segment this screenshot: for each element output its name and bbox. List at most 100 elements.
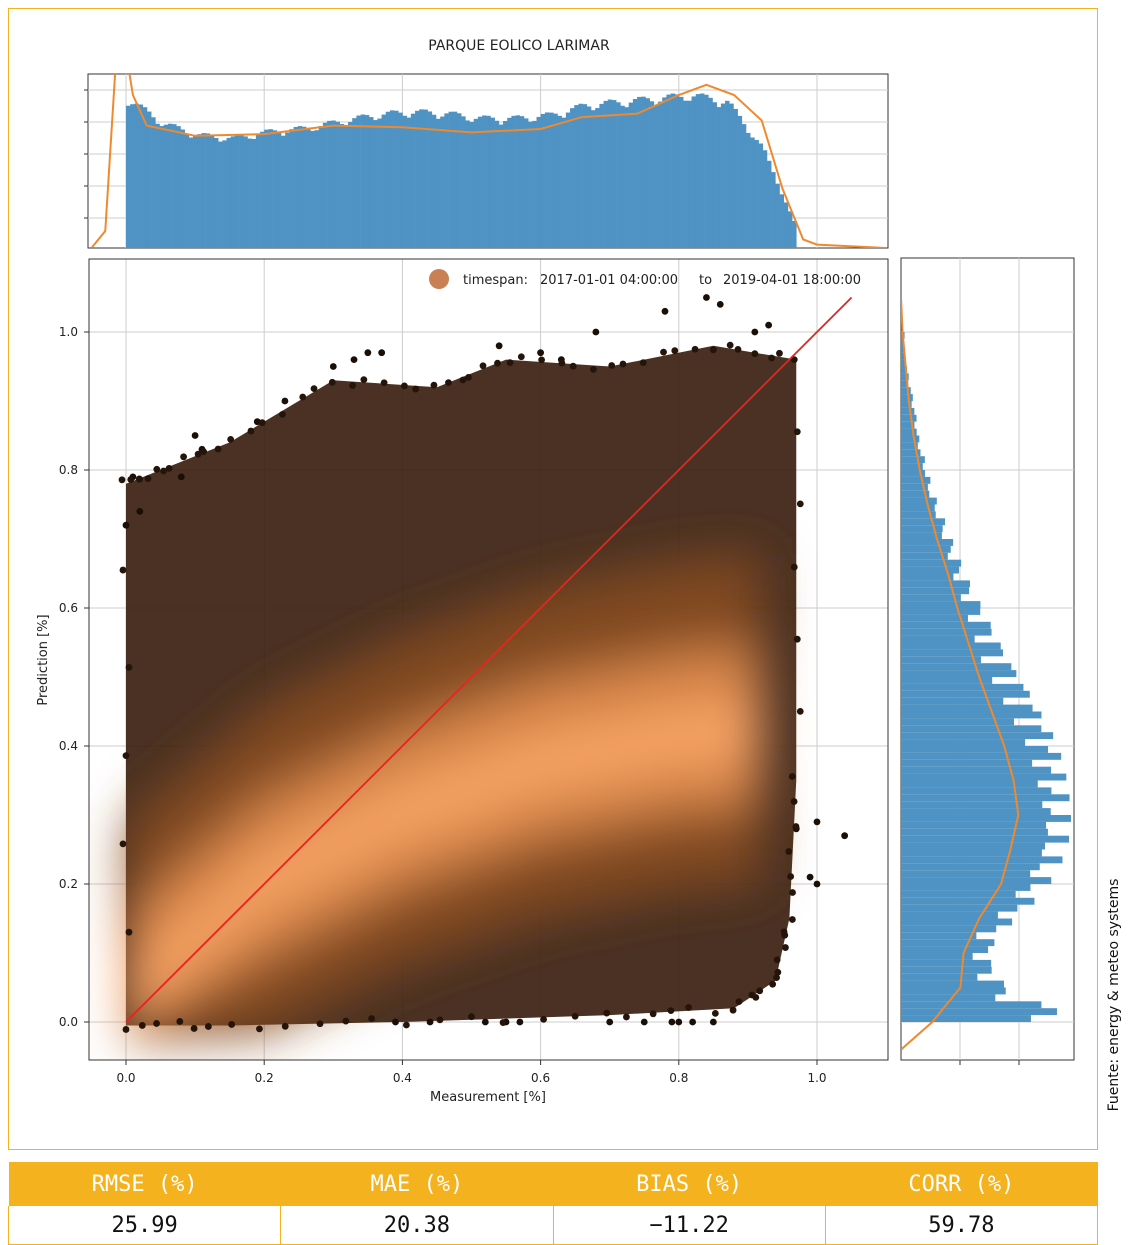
scatter-point — [793, 428, 801, 436]
top-histogram-bar — [515, 115, 521, 248]
scatter-point — [623, 1013, 630, 1021]
top-histogram-bar — [335, 121, 340, 248]
scatter-point — [558, 359, 566, 367]
scatter-point — [773, 956, 781, 964]
scatter-point — [796, 500, 804, 508]
right-histogram-bar — [901, 608, 981, 615]
top-histogram-bar — [658, 101, 663, 248]
top-histogram-bar — [381, 114, 387, 248]
top-histogram-bar — [779, 194, 785, 248]
right-histogram-bar — [901, 621, 991, 629]
right-histogram-bar — [901, 670, 1017, 677]
scatter-point — [685, 1004, 693, 1011]
right-histogram-bar — [901, 559, 962, 567]
right-histogram-bar — [901, 697, 1004, 705]
top-histogram-bar — [632, 98, 638, 248]
top-histogram-bar — [431, 114, 437, 248]
scatter-point — [748, 991, 756, 999]
right-histogram-bar — [901, 870, 1031, 878]
scatter-point — [571, 1012, 579, 1020]
right-histogram-bar — [901, 552, 948, 560]
scatter-point — [180, 453, 187, 461]
right-histogram-bar — [901, 980, 1005, 988]
scatter-point — [671, 347, 679, 355]
right-histogram-bar — [901, 470, 925, 477]
scatter-point — [138, 1022, 146, 1029]
scatter-point — [789, 889, 796, 896]
top-histogram-bar — [498, 124, 504, 248]
scatter-point — [329, 363, 337, 370]
right-histogram-bar — [901, 794, 1070, 802]
scatter-point — [258, 419, 266, 427]
right-histogram-bar — [901, 442, 918, 450]
right-histogram-bar — [901, 352, 905, 360]
chart-frame — [8, 8, 1098, 1150]
top-histogram-bar — [230, 136, 236, 248]
scatter-point — [516, 1018, 524, 1026]
right-histogram-bar — [901, 511, 936, 519]
scatter-point — [403, 1021, 410, 1029]
legend: timespan: 2017-01-01 04:00:00 to 2019-04… — [429, 269, 861, 289]
top-histogram-bar — [653, 105, 659, 248]
top-histogram-bar — [586, 106, 592, 248]
top-histogram-bar — [205, 133, 211, 248]
top-histogram-bar — [565, 112, 571, 248]
scatter-point — [734, 346, 742, 353]
top-histogram-bar — [201, 133, 206, 248]
scatter-point — [606, 1018, 614, 1026]
scatter-point — [776, 349, 783, 357]
right-histogram-bar — [901, 808, 1051, 815]
top-histogram-bar — [716, 107, 722, 248]
right-histogram-bar — [901, 973, 978, 981]
top-histogram-bar — [251, 138, 257, 248]
scatter-point — [590, 365, 597, 373]
top-histogram-bar — [222, 140, 227, 248]
right-histogram-bar — [901, 394, 913, 401]
scatter-point — [517, 353, 525, 361]
scatter-point — [160, 467, 167, 475]
legend-marker — [429, 269, 449, 289]
top-histogram-bar — [419, 109, 424, 248]
right-histogram-bar — [901, 732, 1054, 740]
right-histogram-bar — [901, 787, 1052, 795]
right-histogram-bar — [901, 338, 904, 346]
scatter-point — [256, 1025, 263, 1033]
top-histogram-bar — [213, 138, 219, 248]
top-histogram-bar — [293, 126, 299, 248]
top-histogram-bar — [699, 93, 705, 248]
scatter-point — [479, 362, 487, 370]
top-histogram-bar — [285, 132, 290, 248]
top-histogram-bar — [540, 113, 546, 248]
reference-line — [125, 296, 853, 1023]
scatter-point — [227, 436, 235, 443]
right-histogram-bar — [901, 594, 961, 602]
legend-prefix: timespan: — [463, 273, 528, 288]
top-histogram-bar — [544, 112, 550, 248]
scatter-point — [726, 341, 734, 349]
top-histogram-bar — [473, 118, 479, 248]
marginal-scatter-chart: PARQUE EOLICO LARIMAR 0.0 0.0 0.2 0.2 0.4 0.4… — [36, 38, 1075, 1105]
top-histogram-bar — [180, 129, 185, 248]
right-histogram-bar — [901, 739, 1026, 746]
right-histogram-bar — [901, 690, 1030, 698]
y-tick-label: 0.8 — [59, 463, 78, 477]
right-histogram-bar — [901, 946, 989, 953]
right-histogram-bar — [901, 401, 912, 408]
top-histogram-bar — [234, 135, 240, 248]
right-kde-curve — [901, 297, 1020, 1051]
top-histogram-bar — [385, 111, 391, 248]
metrics-value-row: 25.99 20.38 −11.22 59.78 — [7, 1206, 1099, 1245]
scatter-point — [445, 379, 452, 386]
scatter-point — [506, 359, 514, 366]
top-histogram-bar — [754, 139, 759, 248]
scatter-point — [661, 307, 669, 315]
top-histogram-bar — [151, 117, 156, 248]
scatter-point — [592, 328, 600, 336]
top-histogram-bar — [264, 129, 269, 248]
scatter-point — [813, 818, 821, 826]
scatter-point — [392, 1018, 399, 1026]
top-histogram-bar — [620, 105, 625, 248]
scatter-point — [412, 385, 420, 393]
y-tick-label: 1.0 — [59, 325, 78, 339]
top-histogram-bar — [771, 172, 776, 248]
